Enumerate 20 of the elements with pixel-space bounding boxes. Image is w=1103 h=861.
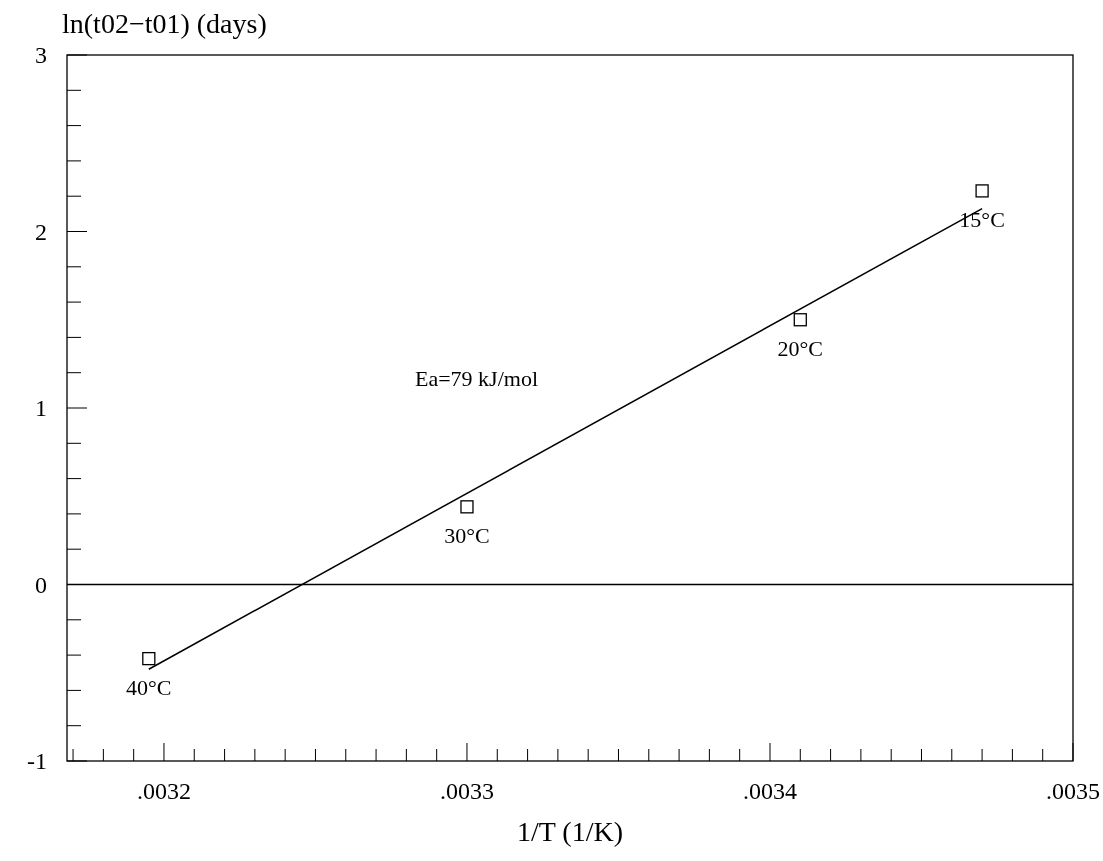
x-tick-label: .0034 — [742, 778, 797, 804]
point — [142, 651, 156, 666]
y-axis-title: ln(t02−t01) (days) — [62, 8, 267, 39]
annotation: 40°C — [126, 674, 172, 700]
y-tick-label: 2 — [35, 218, 47, 245]
x-tick-label: .0035 — [1046, 778, 1100, 804]
y-tick-label: 0 — [35, 571, 47, 598]
annotation: Ea=79 kJ/mol — [415, 366, 539, 391]
annotation: 20°C — [777, 335, 824, 361]
point — [975, 184, 989, 198]
y-tick-label: -1 — [27, 748, 47, 774]
annotation: 30°C — [444, 522, 490, 548]
x-axis-title: 1/T (1/K) — [516, 816, 624, 847]
y-tick-label: 3 — [35, 42, 47, 68]
point — [460, 500, 474, 514]
y-tick-label: 1 — [35, 395, 47, 421]
point — [793, 313, 807, 327]
x-tick-label: .0032 — [136, 778, 191, 804]
annotation: 15°C — [959, 206, 1005, 232]
x-tick-label: .0033 — [439, 778, 494, 804]
